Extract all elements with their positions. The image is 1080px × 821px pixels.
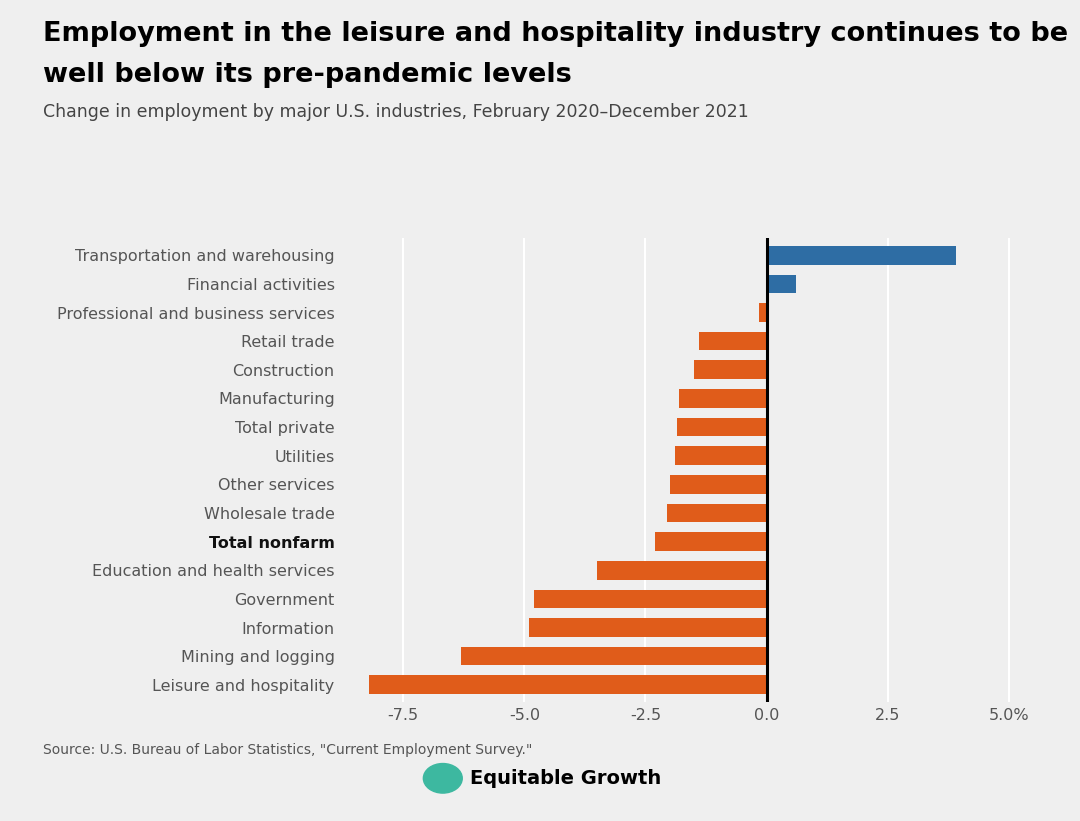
- Bar: [461, 647, 767, 666]
- Bar: [656, 532, 767, 551]
- Bar: [677, 418, 767, 437]
- Bar: [693, 360, 767, 379]
- Text: Equitable Growth: Equitable Growth: [470, 768, 661, 788]
- Bar: [759, 303, 767, 322]
- Text: Change in employment by major U.S. industries, February 2020–December 2021: Change in employment by major U.S. indus…: [43, 103, 748, 121]
- Bar: [670, 475, 767, 493]
- Bar: [597, 561, 767, 580]
- Bar: [767, 274, 796, 293]
- Text: Employment in the leisure and hospitality industry continues to be: Employment in the leisure and hospitalit…: [43, 21, 1068, 47]
- Bar: [699, 332, 767, 351]
- Text: well below its pre-pandemic levels: well below its pre-pandemic levels: [43, 62, 572, 88]
- Bar: [679, 389, 767, 408]
- Bar: [675, 447, 767, 465]
- Bar: [667, 503, 767, 522]
- Bar: [369, 676, 767, 694]
- Text: Source: U.S. Bureau of Labor Statistics, "Current Employment Survey.": Source: U.S. Bureau of Labor Statistics,…: [43, 743, 532, 757]
- Bar: [529, 618, 767, 637]
- Bar: [767, 246, 956, 264]
- Bar: [534, 589, 767, 608]
